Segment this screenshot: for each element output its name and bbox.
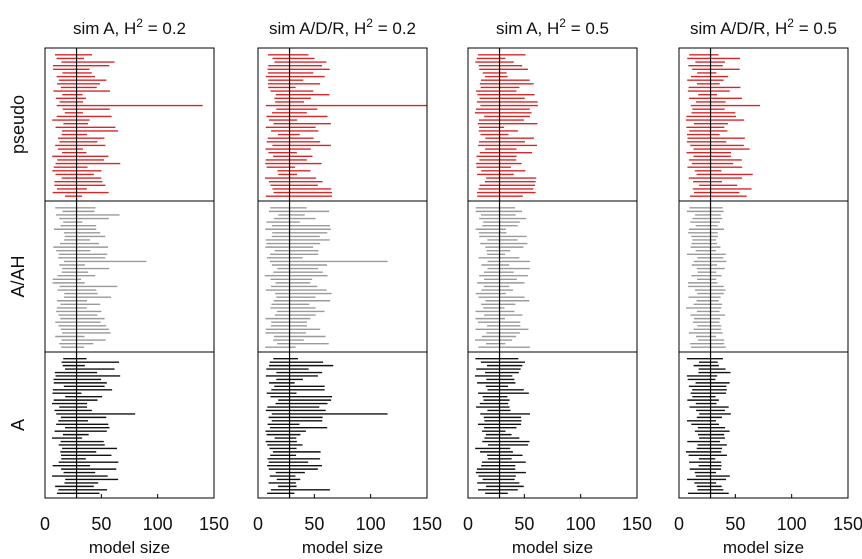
x-tick-label: 150 (622, 514, 652, 534)
x-tick-label: 50 (304, 514, 324, 534)
series-pseudo (474, 54, 538, 197)
x-tick-label: 0 (674, 514, 684, 534)
series-pseudo (264, 54, 427, 197)
x-tick-label: 100 (777, 514, 807, 534)
x-tick-label: 100 (143, 514, 173, 534)
x-axis-label: model size (723, 538, 804, 557)
x-axis-label: model size (89, 538, 170, 557)
panel-frame (467, 47, 638, 499)
panel-frame (678, 47, 849, 499)
x-tick-label: 150 (833, 514, 862, 534)
panel-title: sim A, H2 = 0.5 (496, 16, 609, 38)
row-group-label: A (8, 419, 28, 431)
panel-1: sim A, H2 = 0.2 0 50 100 150 model size (40, 16, 229, 557)
x-tick-label: 0 (463, 514, 473, 534)
panel-title: sim A/D/R, H2 = 0.5 (690, 16, 837, 38)
x-axis-label: model size (302, 538, 383, 557)
row-group-label: A/AH (8, 255, 28, 297)
series-aah (475, 207, 530, 348)
x-tick-label: 100 (566, 514, 596, 534)
x-tick-label: 0 (253, 514, 263, 534)
panel-title: sim A, H2 = 0.2 (73, 16, 186, 38)
panel-title: sim A/D/R, H2 = 0.2 (269, 16, 416, 38)
x-tick-label: 50 (514, 514, 534, 534)
x-tick-label: 150 (199, 514, 229, 534)
series-aah (264, 207, 388, 348)
panel-3: sim A, H2 = 0.5 0 50 100 150 model size (463, 16, 652, 557)
series-a (475, 358, 530, 494)
panel-2: sim A/D/R, H2 = 0.2 0 50 100 150 model size (253, 16, 442, 557)
series-pseudo (52, 54, 203, 197)
x-axis-label: model size (512, 538, 593, 557)
series-a (52, 358, 136, 494)
x-tick-label: 150 (412, 514, 442, 534)
series-aah (52, 207, 147, 348)
series-a (685, 358, 731, 494)
row-group-label: pseudo (8, 95, 28, 154)
x-tick-label: 100 (356, 514, 386, 534)
series-pseudo (685, 54, 761, 197)
x-tick-label: 50 (91, 514, 111, 534)
x-tick-label: 50 (725, 514, 745, 534)
panel-4: sim A/D/R, H2 = 0.5 0 50 100 150 model size (674, 16, 862, 557)
panel-frame (44, 47, 215, 499)
series-a (265, 358, 388, 494)
x-tick-label: 0 (40, 514, 50, 534)
panel-frame (257, 47, 428, 499)
series-aah (686, 207, 727, 348)
